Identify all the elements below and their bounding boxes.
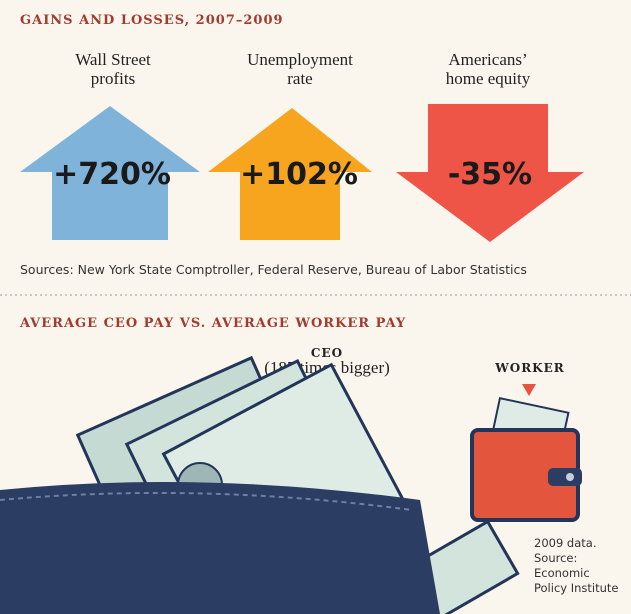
ceo-wallet	[0, 355, 520, 614]
item-value: +102%	[240, 157, 358, 192]
section-title: AVERAGE CEO PAY VS. AVERAGE WORKER PAY	[19, 316, 406, 331]
worker-wallet	[470, 396, 582, 522]
item-label: Unemployment	[247, 50, 353, 69]
note-line: Policy Institute	[534, 581, 619, 595]
item-label: Wall Street	[75, 50, 151, 69]
up-arrow	[208, 108, 372, 240]
ceo-label: CEO	[311, 346, 343, 360]
item-label: profits	[91, 69, 135, 88]
item-label: Americans’	[448, 50, 527, 69]
up-arrow	[20, 106, 200, 240]
item-value: -35%	[448, 157, 532, 192]
sources: Sources: New York State Comptroller, Fed…	[20, 262, 527, 277]
note-line: Economic	[534, 566, 590, 580]
section-title: GAINS AND LOSSES, 2007–2009	[20, 13, 284, 28]
item-value: +720%	[53, 157, 171, 192]
item-label: home equity	[446, 69, 531, 88]
down-arrow	[396, 104, 584, 242]
worker-label: WORKER	[494, 361, 564, 375]
note-line: 2009 data.	[534, 536, 596, 550]
pointer	[522, 384, 536, 396]
item-label: rate	[287, 69, 312, 88]
note-line: Source:	[534, 551, 577, 565]
